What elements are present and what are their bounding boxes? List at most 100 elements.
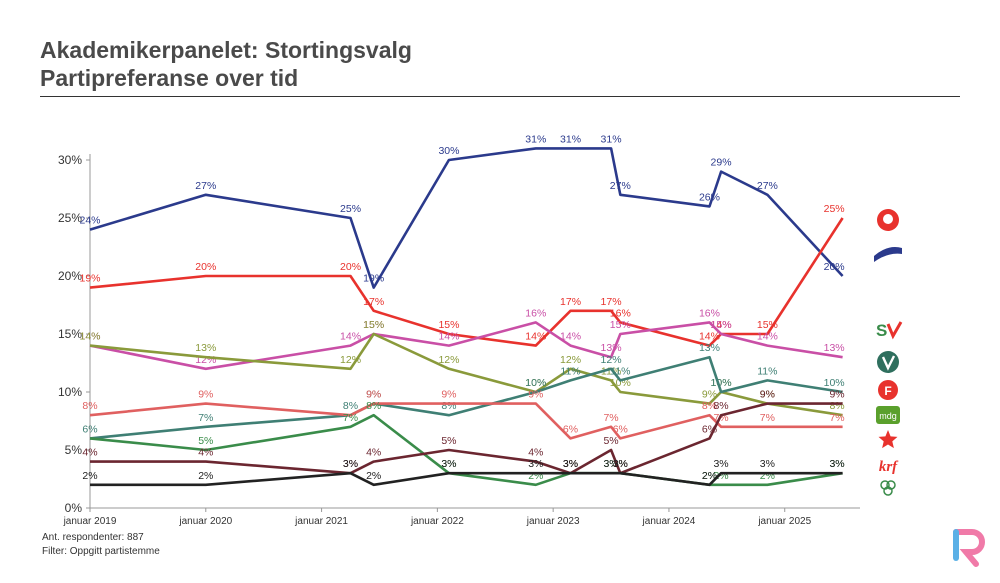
frp-letter: F [884, 384, 891, 398]
data-label: 8% [366, 400, 381, 412]
x-tick-label: januar 2019 [63, 516, 117, 527]
y-tick-label: 5% [65, 443, 83, 457]
data-label: 4% [198, 447, 213, 459]
data-label: 6% [82, 423, 97, 435]
data-label: 8% [441, 400, 456, 412]
data-label: 6% [563, 423, 578, 435]
x-tick-label: januar 2021 [294, 516, 348, 527]
data-label: 7% [829, 412, 844, 424]
data-label: 8% [82, 400, 97, 412]
data-label: 31% [525, 133, 546, 145]
series-line-sp [90, 471, 843, 487]
data-label: 14% [525, 331, 546, 343]
series-line-hoyre [89, 147, 844, 289]
brand-logo [952, 528, 986, 573]
data-label: 3% [829, 458, 844, 470]
data-label: 4% [528, 447, 543, 459]
respondents-note: Ant. respondenter: 887 [42, 532, 144, 543]
data-label: 9% [198, 389, 213, 401]
data-label: 10% [824, 377, 845, 389]
data-label: 27% [195, 180, 216, 192]
data-label: 14% [79, 331, 100, 343]
data-label: 3% [343, 458, 358, 470]
filter-note: Filter: Oppgitt partistemme [42, 546, 160, 557]
x-tick-label: januar 2023 [526, 516, 580, 527]
data-label: 6% [702, 423, 717, 435]
data-label: 9% [760, 389, 775, 401]
mdg-logo [876, 406, 900, 424]
series-line-sv [89, 321, 843, 371]
x-tick-label: januar 2025 [757, 516, 811, 527]
sv-logo: S [876, 321, 887, 340]
series-line-rodt [89, 402, 843, 440]
rose-center [883, 214, 893, 224]
data-label: 31% [601, 133, 622, 145]
sv-check [886, 321, 903, 340]
data-label: 13% [195, 342, 216, 354]
data-label: 12% [601, 354, 622, 366]
data-label: 14% [757, 331, 778, 343]
data-label: 6% [613, 423, 628, 435]
data-label: 2% [702, 470, 717, 482]
data-label: 15% [757, 319, 778, 331]
krf-logo: krf [879, 459, 899, 475]
data-label: 3% [613, 458, 628, 470]
data-label: 25% [824, 203, 845, 215]
data-label: 8% [343, 400, 358, 412]
data-label: 10% [711, 377, 732, 389]
data-label: 2% [82, 470, 97, 482]
data-label: 19% [363, 273, 384, 285]
hoyre-logo [874, 247, 902, 262]
data-label: 7% [760, 412, 775, 424]
y-tick-label: 25% [58, 211, 82, 225]
data-label: 2% [760, 470, 775, 482]
x-tick-label: januar 2022 [410, 516, 464, 527]
data-label: 3% [441, 458, 456, 470]
data-label: 14% [340, 331, 361, 343]
data-label: 26% [699, 191, 720, 203]
data-label: 12% [340, 354, 361, 366]
title-divider [40, 96, 960, 97]
frp-logo [878, 380, 898, 400]
chart-title: Akademikerpanelet: Stortingsvalg Partipr… [40, 36, 412, 92]
data-label: 3% [829, 458, 844, 470]
data-label: 9% [366, 389, 381, 401]
data-label: 15% [610, 319, 631, 331]
data-label: 30% [438, 145, 459, 157]
data-label: 9% [366, 389, 381, 401]
y-tick-label: 30% [58, 153, 82, 167]
y-tick-label: 15% [58, 327, 82, 341]
data-label: 3% [613, 458, 628, 470]
data-label: 7% [603, 412, 618, 424]
x-tick-label: januar 2024 [642, 516, 696, 527]
data-label: 3% [343, 458, 358, 470]
data-label: 12% [560, 354, 581, 366]
data-label: 16% [610, 307, 631, 319]
data-label: 3% [441, 458, 456, 470]
data-label: 8% [702, 400, 717, 412]
data-label: 24% [79, 215, 100, 227]
data-label: 14% [560, 331, 581, 343]
data-label: 4% [82, 447, 97, 459]
data-label: 20% [340, 261, 361, 273]
title-line-2: Partipreferanse over tid [40, 65, 299, 91]
rodt-logo [878, 430, 898, 449]
data-label: 11% [757, 365, 777, 377]
data-label: 3% [563, 458, 578, 470]
data-label: 5% [441, 435, 456, 447]
data-label: 8% [829, 400, 844, 412]
data-label: 20% [195, 261, 216, 273]
data-label: 2% [702, 470, 717, 482]
data-label: 5% [198, 435, 213, 447]
data-label: 17% [363, 296, 384, 308]
data-label: 27% [757, 180, 778, 192]
data-label: 7% [343, 412, 358, 424]
data-label: 27% [610, 180, 631, 192]
data-label: 16% [699, 307, 720, 319]
data-label: 31% [560, 133, 581, 145]
data-label: 14% [79, 331, 100, 343]
data-label: 3% [563, 458, 578, 470]
data-label: 9% [528, 389, 543, 401]
data-label: 11% [560, 365, 580, 377]
